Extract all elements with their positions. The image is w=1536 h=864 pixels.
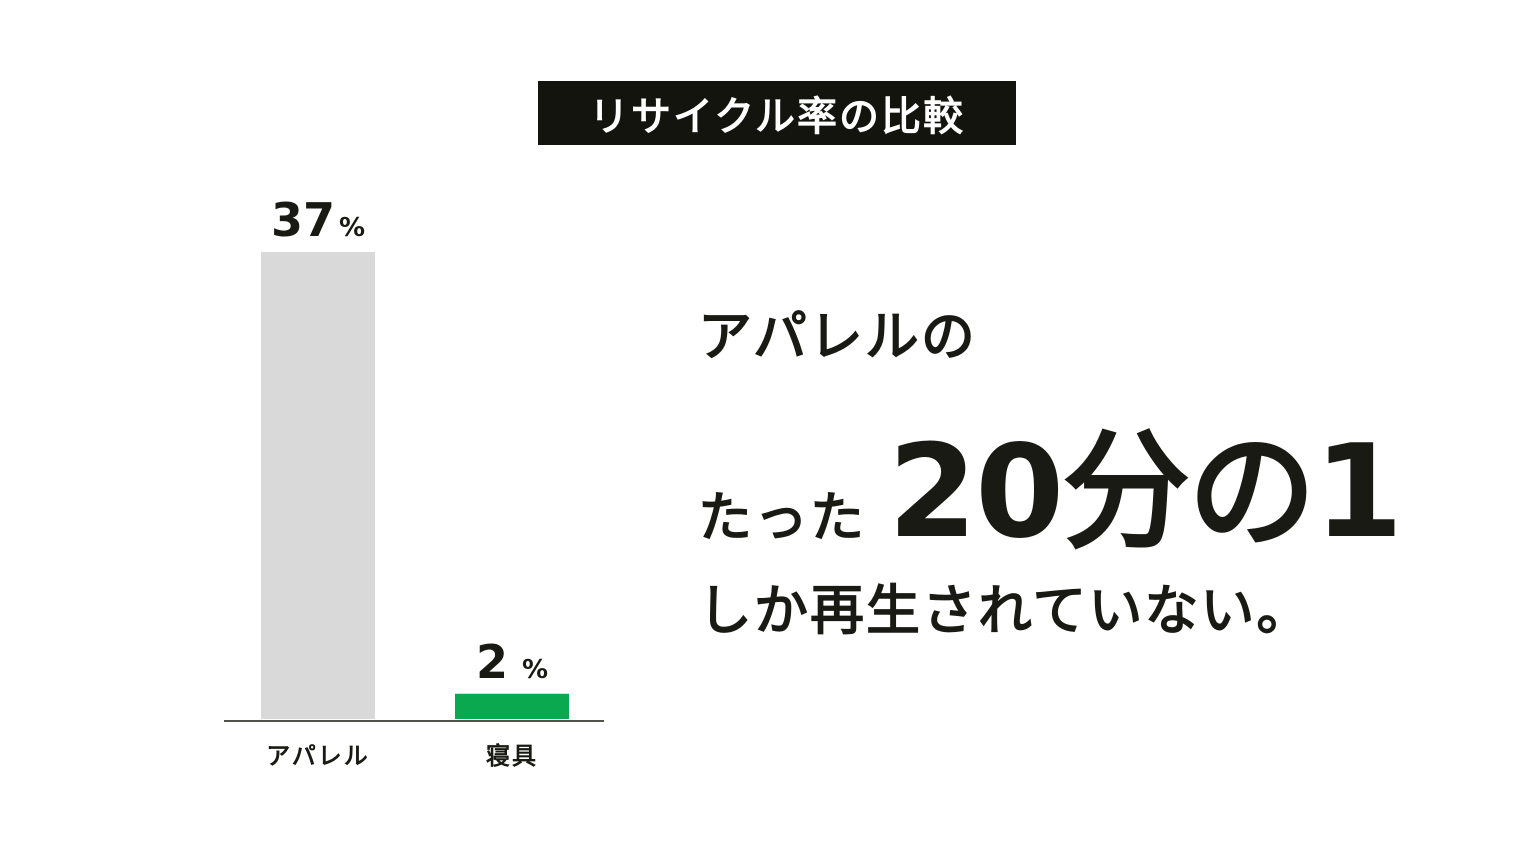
labels-layer: 37 % アパレル 2 % 寝具 [266, 193, 548, 770]
message-line-3: しか再生されていない。 [698, 579, 1313, 642]
value-number: 37 [271, 193, 335, 247]
message-prefix: たった [698, 486, 866, 549]
value-unit: % [522, 655, 548, 685]
message-line-2: たった 20分の1 [698, 388, 1403, 573]
value-number: 2 [476, 635, 508, 689]
value-unit: % [339, 213, 365, 243]
message-emphasis: 20分の1 [888, 418, 1403, 567]
chart-title: リサイクル率の比較 [538, 81, 1016, 145]
category-label-1: 寝具 [486, 742, 538, 770]
bar-0 [261, 252, 375, 719]
category-label-0: アパレル [266, 742, 370, 770]
bars-layer [261, 252, 569, 719]
value-label-0: 37% [271, 193, 365, 247]
value-label-1: 2% [476, 635, 548, 689]
message-line-1: アパレルの [698, 305, 977, 368]
bar-1 [455, 693, 569, 719]
